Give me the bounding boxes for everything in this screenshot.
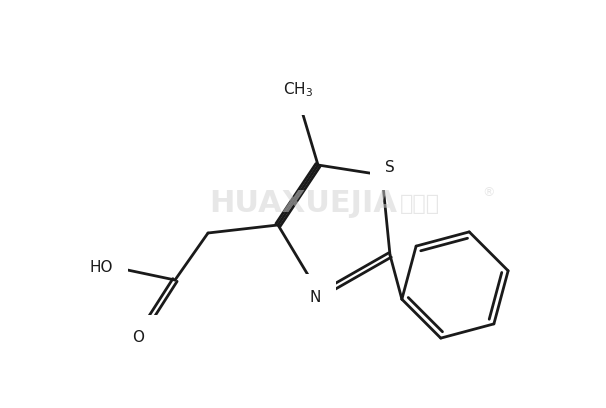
Text: N: N: [309, 290, 321, 304]
Text: HUAXUEJIA: HUAXUEJIA: [209, 189, 397, 219]
Text: S: S: [385, 160, 395, 175]
Text: 化学加: 化学加: [400, 194, 440, 214]
Text: HO: HO: [90, 260, 113, 275]
Text: CH$_3$: CH$_3$: [283, 81, 313, 100]
Text: ®: ®: [482, 186, 494, 200]
Text: O: O: [132, 330, 144, 346]
